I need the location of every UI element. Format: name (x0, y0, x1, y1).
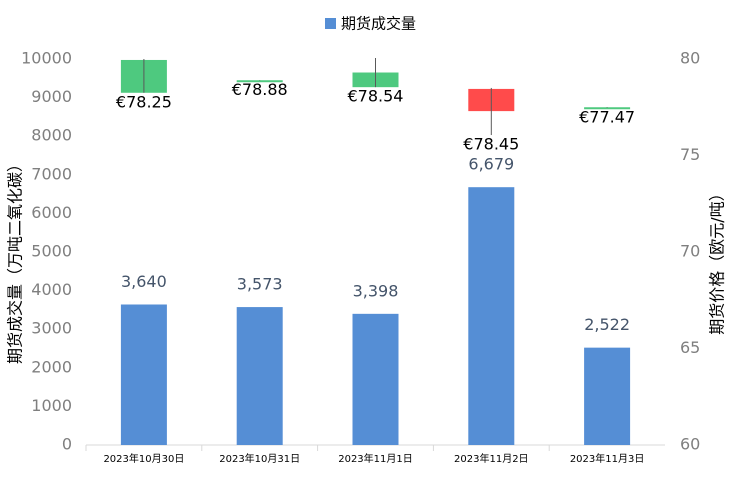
bar (120, 304, 167, 445)
y-tick-label: 7000 (31, 164, 72, 183)
y-tick-label: 0 (62, 435, 72, 454)
bar-value-label: 3,573 (237, 275, 283, 294)
y-tick-label: 8000 (31, 126, 72, 145)
candle-value-label: €78.25 (116, 92, 172, 111)
y2-tick-label: 70 (680, 242, 700, 261)
x-tick-label: 2023年11月2日 (454, 452, 529, 465)
candle-value-label: €77.47 (579, 107, 635, 126)
y-tick-label: 2000 (31, 357, 72, 376)
x-tick-label: 2023年10月31日 (219, 452, 300, 465)
bar-value-label: 2,522 (584, 315, 630, 334)
bar-value-label: 3,640 (121, 272, 167, 291)
y-tick-label: 9000 (31, 87, 72, 106)
y-tick-label: 10000 (21, 49, 72, 68)
legend-label: 期货成交量 (341, 15, 416, 33)
bar-value-label: 3,398 (353, 281, 399, 300)
y2-tick-label: 65 (680, 338, 700, 357)
x-tick-label: 2023年10月30日 (103, 452, 184, 465)
x-tick-label: 2023年11月1日 (338, 452, 413, 465)
bar (468, 187, 515, 445)
bar (236, 307, 283, 445)
candle-body (236, 80, 283, 83)
y-tick-label: 3000 (31, 319, 72, 338)
y-axis-title: 期货成交量（万吨二氧化碳） (6, 156, 25, 364)
legend-swatch (325, 18, 336, 29)
bar-value-label: 6,679 (468, 155, 514, 174)
y-tick-label: 6000 (31, 203, 72, 222)
candle-value-label: €78.88 (232, 80, 288, 99)
x-tick-label: 2023年11月3日 (570, 452, 645, 465)
y2-tick-label: 60 (680, 435, 700, 454)
y-tick-label: 4000 (31, 280, 72, 299)
candle-value-label: €78.45 (463, 135, 519, 154)
candle-value-label: €78.54 (348, 87, 404, 106)
y-tick-label: 1000 (31, 396, 72, 415)
candle-body (584, 107, 631, 110)
y-tick-label: 5000 (31, 242, 72, 261)
y2-axis-title: 期货价格（欧元/吨） (708, 185, 727, 334)
y2-tick-label: 80 (680, 49, 700, 68)
bar (584, 347, 631, 445)
y2-tick-label: 75 (680, 145, 700, 164)
bar (352, 313, 399, 445)
